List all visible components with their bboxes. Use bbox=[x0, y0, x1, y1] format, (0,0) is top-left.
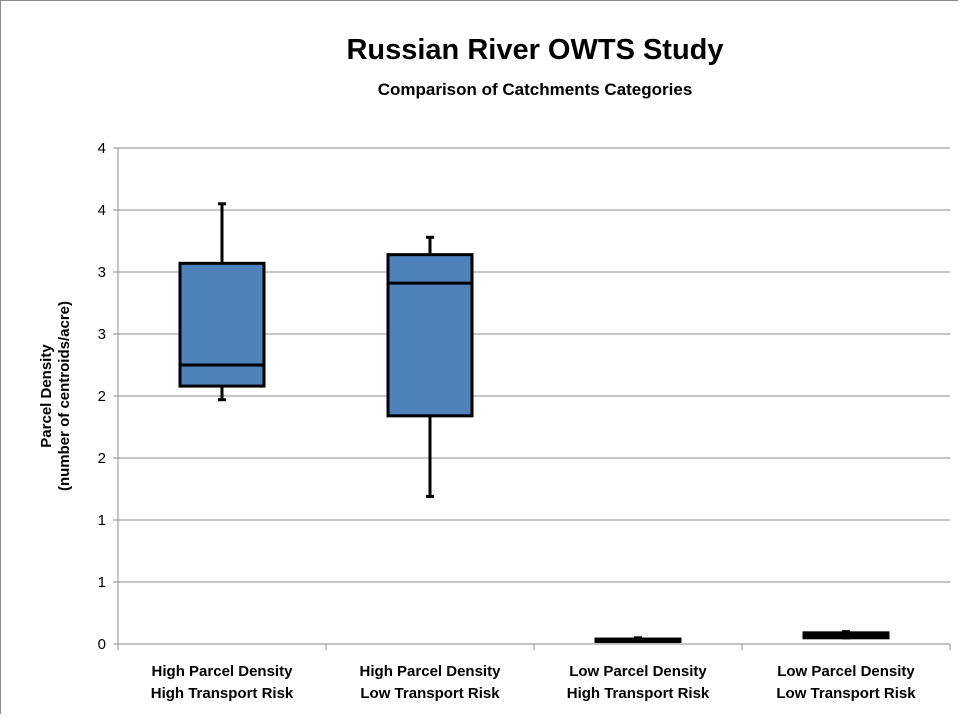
y-tick-label: 4 bbox=[98, 202, 106, 219]
x-category-label: High Parcel Density bbox=[152, 663, 294, 680]
chart-subtitle: Comparison of Catchments Categories bbox=[377, 80, 693, 99]
y-tick-label: 2 bbox=[98, 388, 106, 405]
x-category-label: High Transport Risk bbox=[567, 685, 710, 702]
x-category-label: High Transport Risk bbox=[151, 685, 294, 702]
y-tick-label: 3 bbox=[98, 326, 106, 343]
y-tick-label: 3 bbox=[98, 264, 106, 281]
y-tick-label: 0 bbox=[98, 636, 106, 653]
y-tick-label: 1 bbox=[98, 574, 106, 591]
y-tick-label: 2 bbox=[98, 450, 106, 467]
box bbox=[178, 261, 266, 388]
y-tick-label: 4 bbox=[98, 140, 106, 157]
x-category-label: Low Parcel Density bbox=[777, 663, 915, 680]
x-category-label: Low Transport Risk bbox=[776, 685, 916, 702]
x-category-label: Low Transport Risk bbox=[360, 685, 500, 702]
x-category-label: Low Parcel Density bbox=[569, 663, 707, 680]
x-category-label: High Parcel Density bbox=[360, 663, 502, 680]
chart-title: Russian River OWTS Study bbox=[346, 34, 724, 66]
box bbox=[386, 253, 474, 418]
y-tick-label: 1 bbox=[98, 512, 106, 529]
